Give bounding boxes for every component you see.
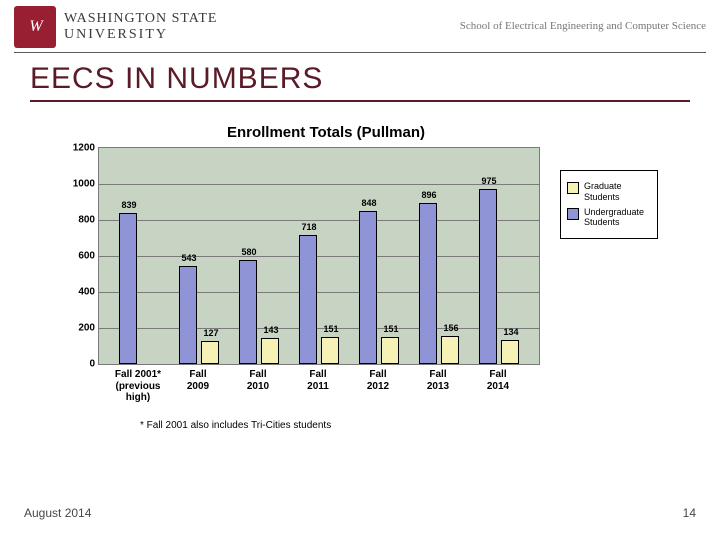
chart-x-axis: Fall 2001*(previoushigh)Fall2009Fall2010… — [98, 365, 538, 409]
chart-legend: Graduate Students Undergraduate Students — [560, 170, 658, 239]
footer-date: August 2014 — [24, 506, 91, 520]
chart-footnote: * Fall 2001 also includes Tri-Cities stu… — [140, 420, 331, 431]
legend-item: Graduate Students — [567, 181, 651, 203]
bar-value-label: 151 — [377, 324, 405, 334]
bar-undergraduate: 543 — [179, 266, 197, 364]
gridline — [99, 184, 539, 185]
bar-graduate: 151 — [381, 337, 399, 364]
legend-label: Undergraduate Students — [584, 207, 651, 229]
chart-plot-area: 0200400600800100012008395431275801437181… — [98, 147, 540, 365]
gridline — [99, 292, 539, 293]
bar-value-label: 134 — [497, 327, 525, 337]
wsu-logo: W WASHINGTON STATE UNIVERSITY — [14, 6, 217, 48]
x-tick-label: Fall 2001*(previoushigh) — [110, 369, 166, 404]
chart-title: Enrollment Totals (Pullman) — [56, 124, 596, 141]
bar-graduate: 143 — [261, 338, 279, 364]
gridline — [99, 256, 539, 257]
header-bar: W WASHINGTON STATE UNIVERSITY School of … — [14, 6, 706, 53]
logo-line1: WASHINGTON STATE — [64, 11, 217, 27]
bar-value-label: 848 — [355, 198, 383, 208]
slide: W WASHINGTON STATE UNIVERSITY School of … — [0, 0, 720, 540]
bar-value-label: 839 — [115, 200, 143, 210]
bar-value-label: 127 — [197, 328, 225, 338]
bar-value-label: 543 — [175, 253, 203, 263]
x-tick-label: Fall2012 — [350, 369, 406, 392]
bar-graduate: 134 — [501, 340, 519, 364]
bar-value-label: 975 — [475, 176, 503, 186]
bar-graduate: 151 — [321, 337, 339, 364]
bar-undergraduate: 839 — [119, 213, 137, 364]
chart: Enrollment Totals (Pullman) 020040060080… — [56, 124, 596, 409]
legend-swatch — [567, 182, 579, 194]
wsu-logo-text: WASHINGTON STATE UNIVERSITY — [64, 6, 217, 48]
bar-undergraduate: 718 — [299, 235, 317, 364]
y-tick-label: 400 — [78, 287, 99, 298]
legend-item: Undergraduate Students — [567, 207, 651, 229]
y-tick-label: 800 — [78, 215, 99, 226]
legend-label: Graduate Students — [584, 181, 651, 203]
chart-body: 0200400600800100012008395431275801437181… — [98, 147, 538, 409]
logo-line2: UNIVERSITY — [64, 27, 217, 43]
bar-value-label: 151 — [317, 324, 345, 334]
bar-undergraduate: 580 — [239, 260, 257, 364]
x-tick-label: Fall2011 — [290, 369, 346, 392]
bar-graduate: 156 — [441, 336, 459, 364]
x-tick-label: Fall2014 — [470, 369, 526, 392]
bar-value-label: 143 — [257, 325, 285, 335]
y-tick-label: 200 — [78, 323, 99, 334]
bar-value-label: 156 — [437, 323, 465, 333]
bar-value-label: 896 — [415, 190, 443, 200]
bar-undergraduate: 848 — [359, 211, 377, 364]
y-tick-label: 1200 — [73, 143, 99, 154]
school-name: School of Electrical Engineering and Com… — [460, 20, 706, 32]
y-tick-label: 600 — [78, 251, 99, 262]
page-title: EECS IN NUMBERS — [30, 62, 690, 102]
y-tick-label: 1000 — [73, 179, 99, 190]
wsu-logo-badge: W — [14, 6, 56, 48]
bar-value-label: 580 — [235, 247, 263, 257]
x-tick-label: Fall2013 — [410, 369, 466, 392]
bar-graduate: 127 — [201, 341, 219, 364]
bar-value-label: 718 — [295, 222, 323, 232]
bar-undergraduate: 975 — [479, 189, 497, 365]
page-number: 14 — [683, 506, 696, 520]
x-tick-label: Fall2009 — [170, 369, 226, 392]
x-tick-label: Fall2010 — [230, 369, 286, 392]
bar-undergraduate: 896 — [419, 203, 437, 364]
legend-swatch — [567, 208, 579, 220]
